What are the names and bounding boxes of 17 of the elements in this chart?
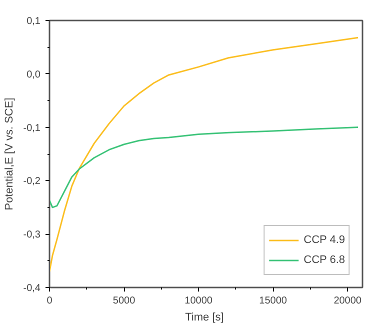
y-tick-label: -0,4	[23, 283, 41, 294]
y-axis-title: Potential,E [V vs. SCE]	[3, 98, 16, 210]
x-tick-label: 10000	[184, 296, 213, 306]
line-series	[50, 126, 359, 208]
legend-label: CCP 4.9	[304, 234, 345, 246]
y-tick-label: -0,2	[23, 176, 41, 188]
y-tick-label: 0,0	[26, 69, 41, 80]
x-tick-label: 5000	[112, 296, 136, 306]
y-tick-label: -0,1	[23, 122, 41, 134]
y-tick-label: -0,3	[23, 230, 41, 241]
x-axis-title: Time [s]	[185, 312, 224, 324]
x-tick-label: 0	[46, 296, 53, 306]
legend-label: CCP 6.8	[304, 254, 345, 266]
y-tick-label: 0,1	[26, 16, 41, 27]
x-tick-label: 15000	[259, 296, 288, 306]
x-tick-label: 20000	[334, 296, 362, 306]
line-series	[50, 36, 359, 272]
